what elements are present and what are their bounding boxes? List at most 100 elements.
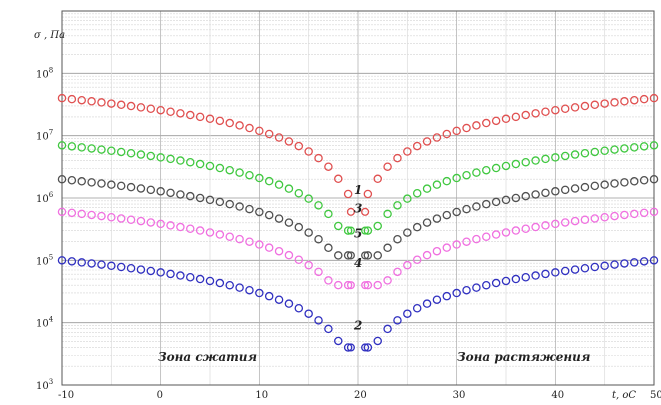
- data-point: [274, 180, 284, 189]
- data-point: [334, 336, 343, 346]
- data-point: [205, 114, 215, 124]
- data-point: [116, 181, 126, 191]
- data-point: [205, 161, 215, 171]
- data-point: [304, 309, 313, 318]
- data-point: [176, 271, 185, 280]
- data-point: [412, 304, 422, 313]
- curve-label: 1: [354, 183, 362, 197]
- data-point: [116, 100, 126, 110]
- series-3: [57, 141, 659, 235]
- data-point: [284, 184, 294, 193]
- data-point: [225, 232, 234, 241]
- data-point: [531, 156, 540, 165]
- data-point: [126, 182, 136, 192]
- data-point: [314, 234, 323, 244]
- data-point: [393, 153, 402, 163]
- data-point: [412, 222, 422, 232]
- data-point: [551, 219, 560, 229]
- data-point: [432, 246, 442, 256]
- data-point: [462, 237, 471, 246]
- data-point: [343, 251, 353, 260]
- curve-label: 4: [354, 256, 362, 270]
- curve-label: 2: [353, 318, 362, 332]
- data-point: [166, 221, 175, 230]
- y-tick-label: 103: [36, 378, 53, 392]
- x-tick-label: 40: [551, 390, 564, 401]
- data-point: [361, 226, 370, 235]
- data-point: [630, 95, 639, 105]
- data-point: [186, 224, 195, 233]
- plot-frame: [61, 10, 655, 386]
- x-tick-label: 20: [354, 390, 367, 401]
- data-point: [620, 97, 629, 106]
- data-point: [314, 316, 323, 325]
- data-point: [610, 260, 619, 269]
- data-point: [462, 123, 471, 133]
- data-point: [361, 281, 370, 290]
- data-point: [255, 126, 264, 136]
- data-point: [304, 260, 313, 270]
- data-point: [324, 209, 333, 219]
- data-point: [590, 181, 600, 191]
- data-point: [403, 147, 412, 156]
- y-tick-label: 107: [36, 129, 53, 143]
- series: [57, 93, 659, 352]
- data-point: [107, 261, 116, 271]
- y-axis-label: σ , Па: [34, 30, 65, 41]
- data-point: [511, 274, 521, 284]
- data-point: [146, 266, 156, 276]
- data-point: [324, 162, 333, 171]
- data-point: [580, 215, 590, 224]
- data-point: [600, 180, 609, 189]
- data-point: [186, 110, 195, 120]
- data-point: [264, 210, 274, 220]
- data-point: [472, 168, 481, 177]
- data-point: [531, 190, 540, 199]
- data-point: [57, 93, 67, 103]
- data-point: [531, 109, 540, 118]
- data-point: [511, 226, 521, 235]
- data-point: [116, 262, 126, 272]
- data-point: [146, 185, 156, 195]
- data-point: [383, 276, 392, 285]
- data-point: [166, 188, 175, 198]
- data-point: [630, 177, 639, 186]
- data-point: [146, 151, 156, 161]
- data-point: [126, 263, 136, 273]
- data-point: [432, 295, 442, 304]
- data-point: [136, 184, 146, 193]
- data-point: [521, 110, 530, 120]
- data-point: [107, 99, 116, 108]
- data-point: [87, 144, 96, 153]
- data-point: [412, 141, 422, 151]
- data-point: [541, 188, 550, 198]
- data-point: [235, 121, 244, 130]
- data-point: [284, 299, 294, 308]
- data-point: [57, 207, 67, 217]
- data-point: [225, 165, 234, 175]
- data-point: [452, 207, 461, 217]
- data-point: [462, 170, 471, 180]
- data-point: [361, 251, 370, 260]
- series-4: [57, 207, 659, 290]
- data-point: [630, 258, 639, 267]
- data-point: [255, 207, 264, 217]
- data-point: [491, 116, 501, 126]
- data-point: [639, 208, 649, 218]
- data-point: [560, 151, 570, 161]
- data-point: [166, 154, 175, 164]
- data-point: [186, 157, 195, 167]
- data-point: [363, 280, 373, 290]
- data-point: [649, 207, 659, 217]
- data-point: [176, 222, 185, 232]
- data-point: [77, 95, 86, 105]
- data-point: [215, 116, 225, 126]
- data-point: [551, 105, 560, 115]
- data-point: [195, 112, 205, 122]
- data-point: [107, 213, 116, 222]
- data-point: [432, 133, 442, 142]
- data-point: [521, 191, 530, 201]
- data-point: [304, 228, 313, 237]
- zone-right-label: Зона растяжения: [457, 350, 590, 364]
- data-point: [472, 202, 481, 211]
